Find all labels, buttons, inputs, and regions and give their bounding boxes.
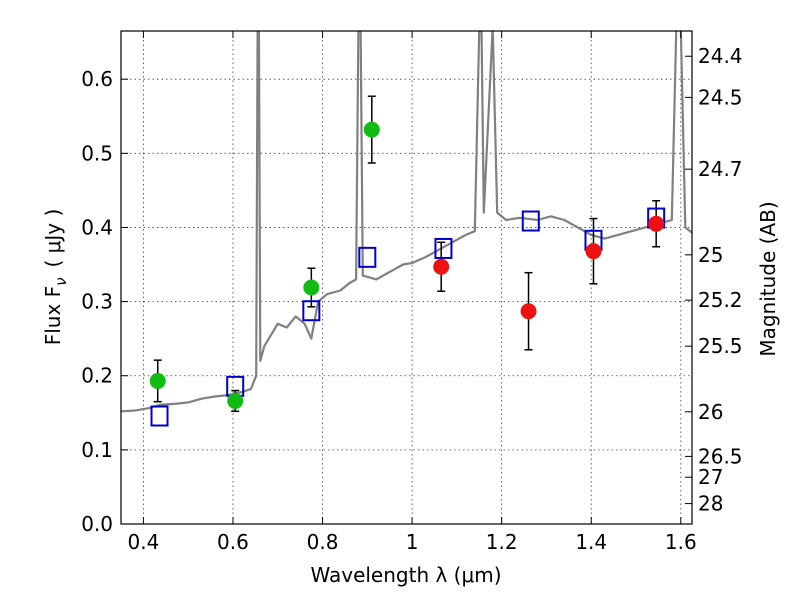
model-square [434, 237, 453, 259]
x-tick-label: 1.2 [486, 530, 518, 554]
green-point [303, 279, 320, 296]
y-tick-label: 0.2 [81, 364, 113, 388]
right-tick-label: 24.7 [698, 157, 743, 181]
x-tick-label: 0.8 [307, 530, 339, 554]
grid [121, 31, 692, 525]
green-point [363, 121, 380, 138]
model-square [150, 405, 169, 427]
x-tick-label: 0.6 [217, 530, 249, 554]
right-tick-label: 25 [698, 243, 723, 267]
y-tick-label: 0.4 [81, 215, 113, 239]
x-tick-label: 1.4 [575, 530, 607, 554]
model-square [302, 300, 321, 322]
spectrum-series [121, 31, 692, 413]
right-tick-label: 26.5 [698, 444, 743, 468]
red-point [520, 303, 537, 320]
x-tick-label: 1 [406, 530, 419, 554]
y-tick-label: 0.6 [81, 67, 113, 91]
y-tick-label: 0.1 [81, 438, 113, 462]
y-tick-label: 0.0 [81, 512, 113, 536]
right-tick-label: 26 [698, 400, 723, 424]
axis-ticks: 0.4 0.6 0.8 1 1.2 1.4 1.6 0.0 0.1 0.2 0.3 0.4 0.5 0.6… [81, 31, 743, 554]
red-point [648, 215, 665, 232]
green-point [227, 392, 244, 409]
x-tick-label: 0.4 [127, 530, 159, 554]
data-points [149, 121, 666, 427]
y-axis-label-right: Magnitude (AB) [756, 201, 780, 356]
y-tick-label: 0.5 [81, 141, 113, 165]
right-tick-label: 25.2 [698, 288, 743, 312]
right-tick-label: 25.5 [698, 334, 743, 358]
y-axis-label-unit: ( μJy ) [41, 209, 65, 268]
plot-frame [120, 30, 693, 525]
y-axis-label-left: Flux Fν ( μJy ) [41, 209, 70, 346]
green-point [149, 372, 166, 389]
y-axis-label-subscript: ν [52, 277, 70, 285]
red-point [433, 258, 450, 275]
right-tick-label: 24.4 [698, 44, 743, 68]
right-tick-label: 24.5 [698, 85, 743, 109]
red-point [585, 243, 602, 260]
right-tick-label: 28 [698, 492, 723, 516]
y-axis-label-text: Flux F [41, 286, 65, 345]
x-axis-label: Wavelength λ (μm) [310, 563, 501, 587]
model-square [521, 210, 540, 232]
right-tick-label: 27 [698, 465, 723, 489]
x-tick-label: 1.6 [665, 530, 697, 554]
y-tick-label: 0.3 [81, 290, 113, 314]
spectrum-line [121, 31, 692, 413]
model-square [358, 246, 377, 268]
error-bars [153, 95, 661, 413]
